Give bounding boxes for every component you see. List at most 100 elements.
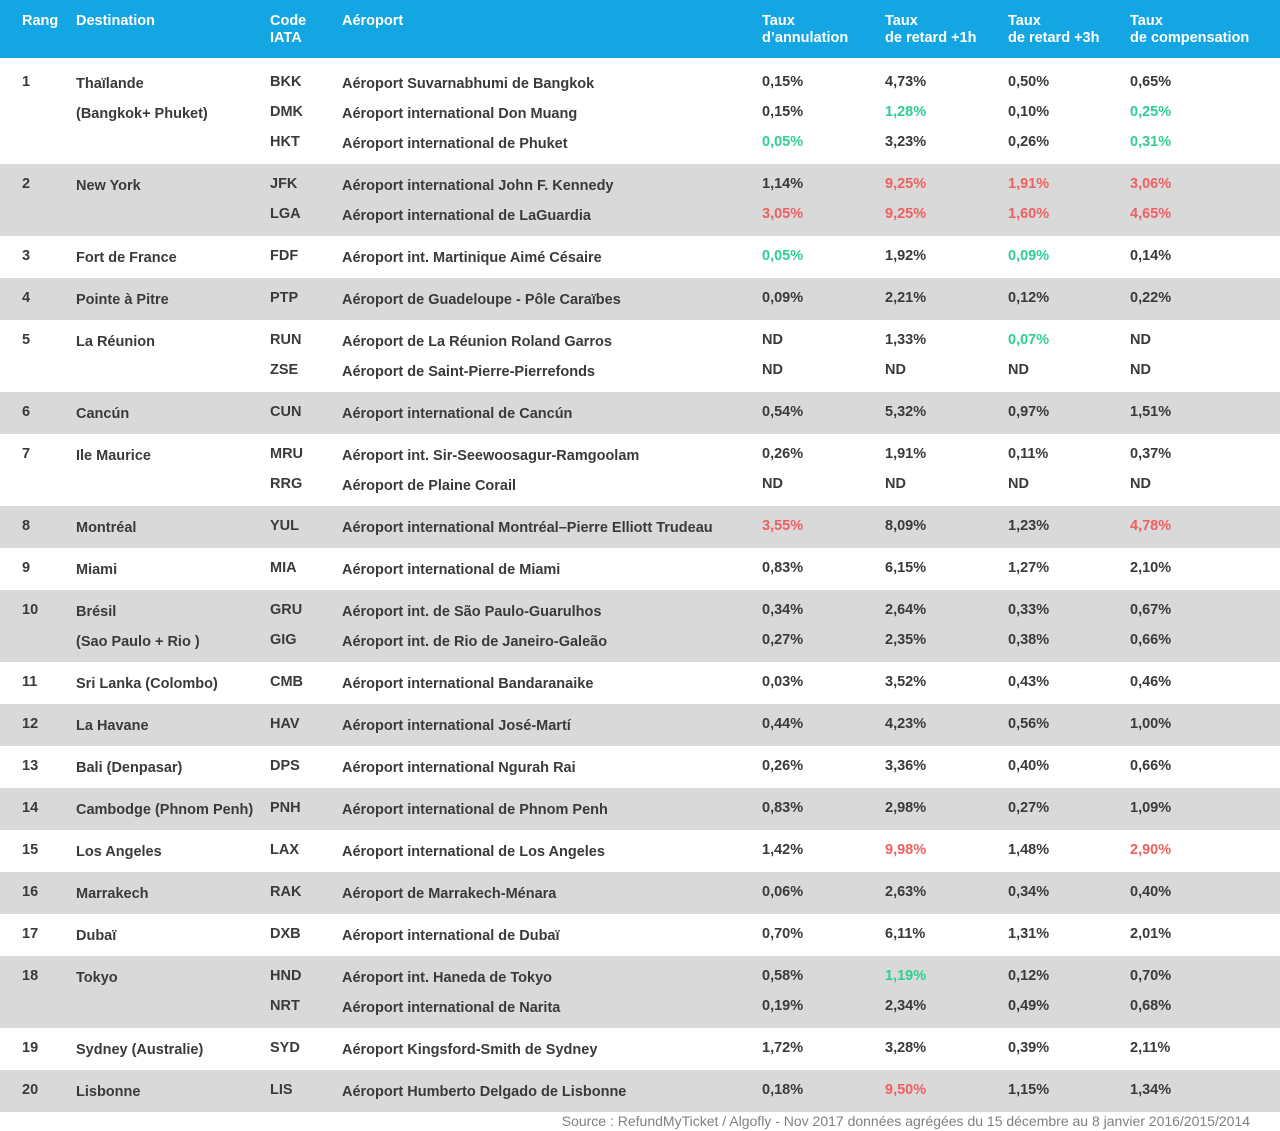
destination-cell: (Sao Paulo + Rio ) bbox=[76, 634, 200, 650]
rate-retard1h-cell: 1,19% bbox=[885, 968, 927, 984]
table-row-group bbox=[0, 590, 1280, 662]
rate-compensation-cell: 0,31% bbox=[1130, 134, 1172, 150]
rank-cell: 11 bbox=[22, 674, 38, 690]
rate-compensation-cell: ND bbox=[1130, 332, 1151, 348]
airport-cell: Aéroport de Guadeloupe - Pôle Caraïbes bbox=[342, 292, 621, 308]
header-taux-compensation: Taux de compensation bbox=[1130, 13, 1250, 46]
airport-cell: Aéroport international de Cancún bbox=[342, 406, 573, 422]
rate-retard3h-cell: 0,26% bbox=[1008, 134, 1050, 150]
airport-cell: Aéroport international de Dubaï bbox=[342, 928, 560, 944]
rate-compensation-cell: 2,01% bbox=[1130, 926, 1172, 942]
iata-code-cell: MIA bbox=[270, 560, 297, 576]
destination-cell: New York bbox=[76, 178, 141, 194]
rate-retard3h-cell: 0,27% bbox=[1008, 800, 1050, 816]
rate-annulation-cell: 0,83% bbox=[762, 800, 804, 816]
rank-cell: 7 bbox=[22, 446, 31, 462]
rank-cell: 10 bbox=[22, 602, 39, 618]
destination-cell: Marrakech bbox=[76, 886, 149, 902]
destination-cell: Tokyo bbox=[76, 970, 118, 986]
airport-cell: Aéroport international de Miami bbox=[342, 562, 561, 578]
rate-annulation-cell: 0,44% bbox=[762, 716, 804, 732]
rate-retard3h-cell: 1,27% bbox=[1008, 560, 1050, 576]
iata-code-cell: BKK bbox=[270, 74, 302, 90]
iata-code-cell: GIG bbox=[270, 632, 297, 648]
rate-retard3h-cell: 1,48% bbox=[1008, 842, 1050, 858]
table-row-group bbox=[0, 956, 1280, 1028]
rate-retard3h-cell: 1,60% bbox=[1008, 206, 1050, 222]
destination-cell: Bali (Denpasar) bbox=[76, 760, 183, 776]
header-taux-retard-3h: Taux de retard +3h bbox=[1008, 13, 1100, 46]
rate-retard3h-cell: 0,40% bbox=[1008, 758, 1050, 774]
destination-cell: Cancún bbox=[76, 406, 130, 422]
rate-annulation-cell: 0,83% bbox=[762, 560, 804, 576]
destination-cell: Thaïlande bbox=[76, 76, 144, 92]
rate-retard3h-cell: 0,34% bbox=[1008, 884, 1050, 900]
table-row-group bbox=[0, 872, 1280, 914]
table-row-group bbox=[0, 320, 1280, 392]
rate-compensation-cell: 0,46% bbox=[1130, 674, 1172, 690]
airport-cell: Aéroport de Marrakech-Ménara bbox=[342, 886, 557, 902]
table-row-group bbox=[0, 164, 1280, 236]
airport-cell: Aéroport international de Phuket bbox=[342, 136, 568, 152]
header-rang: Rang bbox=[22, 13, 59, 29]
rate-retard3h-cell: 0,50% bbox=[1008, 74, 1050, 90]
table-row-group bbox=[0, 392, 1280, 434]
rank-cell: 15 bbox=[22, 842, 39, 858]
iata-code-cell: CMB bbox=[270, 674, 304, 690]
rank-cell: 14 bbox=[22, 800, 39, 816]
iata-code-cell: DPS bbox=[270, 758, 300, 774]
iata-code-cell: DMK bbox=[270, 104, 304, 120]
airport-cell: Aéroport int. Martinique Aimé Césaire bbox=[342, 250, 602, 266]
rate-annulation-cell: ND bbox=[762, 362, 783, 378]
rate-retard1h-cell: 3,28% bbox=[885, 1040, 927, 1056]
rank-cell: 8 bbox=[22, 518, 31, 534]
airport-cell: Aéroport international John F. Kennedy bbox=[342, 178, 614, 194]
rate-annulation-cell: 0,27% bbox=[762, 632, 804, 648]
airport-cell: Aéroport de Plaine Corail bbox=[342, 478, 517, 494]
destination-cell: La Réunion bbox=[76, 334, 155, 350]
rate-retard1h-cell: 4,23% bbox=[885, 716, 927, 732]
rate-retard3h-cell: 0,10% bbox=[1008, 104, 1050, 120]
rate-retard3h-cell: 1,23% bbox=[1008, 518, 1050, 534]
rate-retard1h-cell: 8,09% bbox=[885, 518, 927, 534]
table-row-group bbox=[0, 788, 1280, 830]
destination-cell: Dubaï bbox=[76, 928, 117, 944]
rate-annulation-cell: 0,09% bbox=[762, 290, 804, 306]
rank-cell: 2 bbox=[22, 176, 31, 192]
rate-compensation-cell: 0,40% bbox=[1130, 884, 1172, 900]
rate-compensation-cell: 4,78% bbox=[1130, 518, 1172, 534]
airport-cell: Aéroport international José-Martí bbox=[342, 718, 571, 734]
iata-code-cell: LAX bbox=[270, 842, 299, 858]
rate-annulation-cell: 3,05% bbox=[762, 206, 804, 222]
rate-compensation-cell: 2,10% bbox=[1130, 560, 1172, 576]
destination-cell: Brésil bbox=[76, 604, 117, 620]
rank-cell: 3 bbox=[22, 248, 31, 264]
destination-cell: Miami bbox=[76, 562, 118, 578]
iata-code-cell: SYD bbox=[270, 1040, 300, 1056]
rate-compensation-cell: 0,37% bbox=[1130, 446, 1172, 462]
table-row-group bbox=[0, 506, 1280, 548]
airport-cell: Aéroport Kingsford-Smith de Sydney bbox=[342, 1042, 598, 1058]
airport-cell: Aéroport international de Los Angeles bbox=[342, 844, 605, 860]
destination-cell: Sydney (Australie) bbox=[76, 1042, 204, 1058]
rate-retard1h-cell: ND bbox=[885, 476, 906, 492]
rate-retard3h-cell: 0,07% bbox=[1008, 332, 1050, 348]
rate-retard1h-cell: 1,28% bbox=[885, 104, 927, 120]
rate-annulation-cell: ND bbox=[762, 476, 783, 492]
table-row-group bbox=[0, 278, 1280, 320]
airport-cell: Aéroport international Montréal–Pierre E… bbox=[342, 520, 713, 536]
iata-code-cell: HKT bbox=[270, 134, 300, 150]
rate-compensation-cell: 0,14% bbox=[1130, 248, 1172, 264]
rate-retard3h-cell: 0,12% bbox=[1008, 968, 1050, 984]
rate-annulation-cell: 0,18% bbox=[762, 1082, 804, 1098]
airport-cell: Aéroport Humberto Delgado de Lisbonne bbox=[342, 1084, 627, 1100]
airport-cell: Aéroport int. de São Paulo-Guarulhos bbox=[342, 604, 602, 620]
table-row-group bbox=[0, 236, 1280, 278]
rate-retard1h-cell: 2,98% bbox=[885, 800, 927, 816]
iata-code-cell: PTP bbox=[270, 290, 299, 306]
iata-code-cell: PNH bbox=[270, 800, 301, 816]
rate-annulation-cell: 0,70% bbox=[762, 926, 804, 942]
rate-retard1h-cell: 2,64% bbox=[885, 602, 927, 618]
rank-cell: 9 bbox=[22, 560, 31, 576]
